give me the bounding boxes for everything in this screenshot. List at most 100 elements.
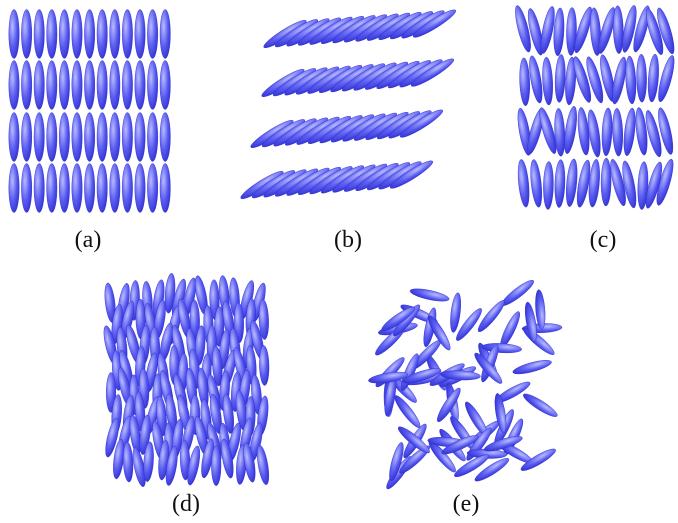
ellipsoid <box>8 9 20 59</box>
ellipsoid <box>212 345 223 387</box>
ellipsoid <box>515 5 531 53</box>
ellipsoid <box>635 107 648 156</box>
ellipsoid <box>122 112 133 162</box>
ellipsoid <box>527 8 544 56</box>
ellipsoid <box>586 56 604 104</box>
ellipsoid <box>96 112 108 162</box>
ellipsoid <box>512 360 552 375</box>
ellipsoid <box>645 110 662 158</box>
ellipsoid <box>33 112 45 162</box>
ellipsoid <box>59 163 70 213</box>
ellipsoid <box>159 60 171 110</box>
ellipsoid <box>501 279 534 306</box>
ellipsoid <box>647 53 659 103</box>
ellipsoid <box>84 9 96 59</box>
panel-a-ellipsoids <box>8 9 171 213</box>
ellipsoid <box>96 163 108 213</box>
ellipsoid <box>517 159 530 208</box>
ellipsoid <box>610 158 626 207</box>
panel-e-ellipsoids <box>368 279 563 490</box>
ellipsoid <box>456 308 482 341</box>
ellipsoid <box>105 372 117 413</box>
ellipsoid <box>600 54 615 102</box>
ellipsoid <box>109 112 121 162</box>
panel-c-ellipsoids <box>515 5 675 210</box>
ellipsoid <box>59 60 70 110</box>
ellipsoid <box>658 107 674 155</box>
ellipsoid <box>566 158 578 207</box>
ellipsoid <box>59 9 70 59</box>
ellipsoid <box>134 9 146 59</box>
ellipsoid <box>539 107 557 154</box>
ellipsoid <box>134 112 146 162</box>
ellipsoid <box>122 9 133 59</box>
ellipsoid <box>21 163 33 213</box>
ellipsoid <box>540 6 555 54</box>
ellipsoid <box>209 393 222 434</box>
ellipsoid <box>84 163 96 213</box>
panel-d-label: (d) <box>172 491 200 517</box>
ellipsoid <box>257 445 269 485</box>
ellipsoid <box>588 159 600 208</box>
ellipsoid <box>33 163 45 213</box>
ellipsoid <box>494 393 507 434</box>
ellipsoid <box>574 6 592 54</box>
ellipsoid <box>622 5 637 53</box>
ellipsoid <box>590 7 602 56</box>
ellipsoid <box>33 60 45 110</box>
ellipsoid <box>637 161 649 210</box>
ellipsoid <box>221 438 234 479</box>
ellipsoid <box>21 112 33 162</box>
ellipsoid <box>554 159 566 208</box>
ellipsoid <box>8 163 20 213</box>
ellipsoid <box>441 435 479 455</box>
ellipsoid <box>389 442 404 482</box>
ellipsoid <box>440 370 481 381</box>
ellipsoid <box>243 442 256 483</box>
ellipsoid <box>542 56 553 106</box>
ellipsoid <box>105 417 120 458</box>
ellipsoid <box>450 292 461 333</box>
ellipsoid <box>402 368 442 384</box>
ellipsoid <box>258 299 269 340</box>
ellipsoid <box>187 445 201 486</box>
panel-e-label: (e) <box>453 491 480 517</box>
ellipsoid <box>164 273 176 314</box>
ellipsoid <box>530 159 542 208</box>
ellipsoid <box>566 7 577 56</box>
ellipsoid <box>211 445 222 486</box>
ellipsoid <box>389 160 434 189</box>
ellipsoid <box>134 60 146 110</box>
ellipsoid <box>134 163 146 213</box>
ellipsoid <box>147 112 159 162</box>
ellipsoid <box>147 9 159 59</box>
ellipsoid <box>381 306 416 331</box>
ellipsoid <box>409 288 450 302</box>
ellipsoid <box>535 289 546 330</box>
ellipsoid <box>147 60 159 110</box>
ellipsoid <box>564 106 577 154</box>
ellipsoid <box>8 112 20 162</box>
ellipsoid <box>46 60 58 110</box>
ellipsoid <box>412 9 457 38</box>
ellipsoid <box>159 112 171 162</box>
ellipsoid <box>21 9 33 59</box>
ellipsoid <box>454 454 490 478</box>
ellipsoid <box>122 60 133 110</box>
ellipsoid <box>109 9 121 59</box>
ellipsoid <box>554 108 566 157</box>
ellipsoid <box>587 109 601 158</box>
ellipsoid <box>96 9 108 59</box>
ellipsoid <box>222 393 234 434</box>
ellipsoid <box>368 371 409 384</box>
ellipsoid <box>399 445 430 474</box>
ellipsoid <box>658 55 675 103</box>
panel-b-label: (b) <box>334 227 362 253</box>
ellipsoid <box>410 58 455 87</box>
panel-b-ellipsoids <box>240 9 457 200</box>
ellipsoid <box>477 300 505 333</box>
ellipsoid <box>96 60 108 110</box>
ellipsoid <box>543 161 554 210</box>
ellipsoid <box>179 439 191 481</box>
